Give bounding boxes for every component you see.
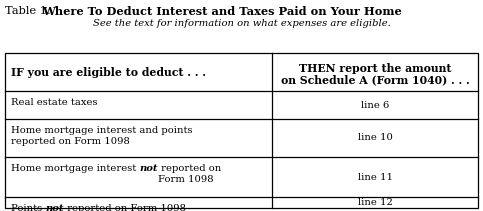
Text: not: not	[45, 204, 64, 211]
Text: Table 1.: Table 1.	[5, 6, 51, 16]
Text: line 11: line 11	[357, 173, 393, 181]
Text: line 10: line 10	[358, 134, 393, 142]
Text: not: not	[140, 164, 158, 173]
Text: IF you are eligible to deduct . . .: IF you are eligible to deduct . . .	[11, 66, 206, 77]
Text: See the text for information on what expenses are eligible.: See the text for information on what exp…	[93, 19, 390, 28]
Text: Home mortgage interest: Home mortgage interest	[11, 164, 140, 173]
Text: reported on
Form 1098: reported on Form 1098	[158, 164, 221, 184]
Text: Home mortgage interest and points
reported on Form 1098: Home mortgage interest and points report…	[11, 126, 193, 146]
Text: reported on Form 1098: reported on Form 1098	[64, 204, 186, 211]
Text: Real estate taxes: Real estate taxes	[11, 98, 98, 107]
Text: THEN report the amount: THEN report the amount	[299, 63, 452, 74]
Text: Where To Deduct Interest and Taxes Paid on Your Home: Where To Deduct Interest and Taxes Paid …	[42, 6, 402, 17]
Text: line 12: line 12	[358, 198, 393, 207]
Bar	[5, 53, 478, 208]
Text: on Schedule A (Form 1040) . . .: on Schedule A (Form 1040) . . .	[281, 74, 469, 85]
Text: Points: Points	[11, 204, 45, 211]
Text: line 6: line 6	[361, 100, 389, 110]
